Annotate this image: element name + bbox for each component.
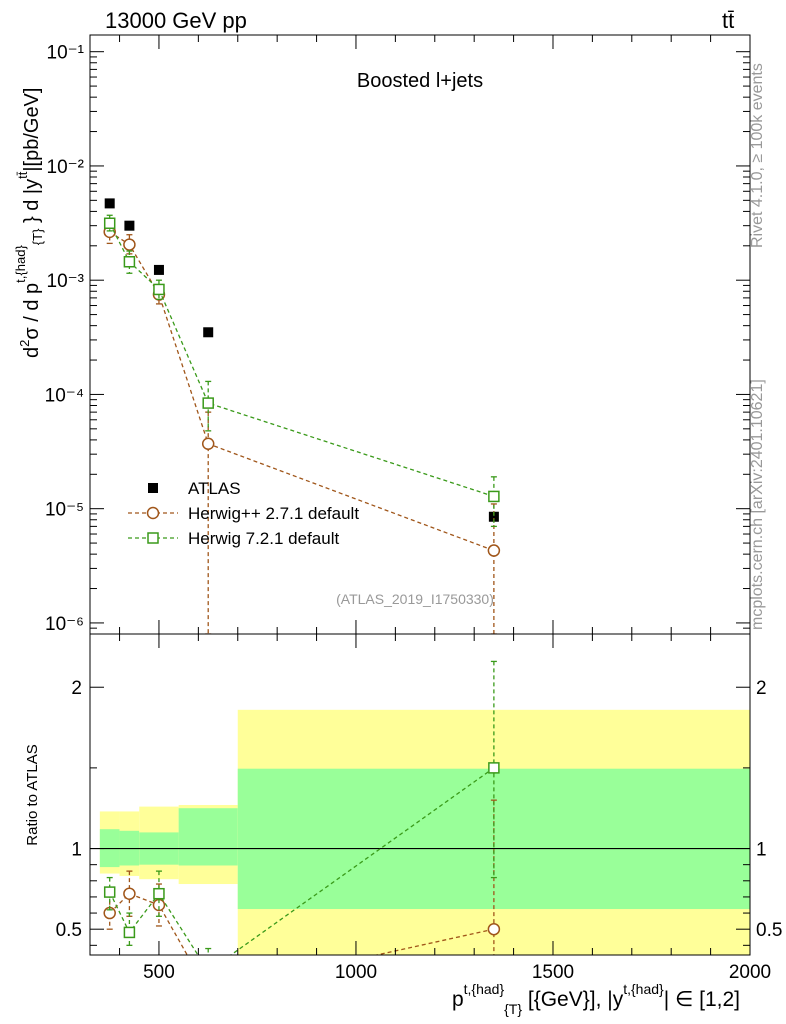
- main-series-2-point: [153, 283, 165, 296]
- ratio-series-1-point: [103, 886, 116, 898]
- main-series-1-point: [123, 238, 136, 251]
- legend-label: Herwig 7.2.1 default: [188, 529, 339, 548]
- ratio-panel: 0.5 0.5 1 1 2 2 500 1000 1500 2000 Ratio to ATLAS…: [24, 633, 782, 1017]
- legend-marker: [147, 532, 159, 544]
- main-series-2-point: [488, 490, 500, 503]
- ratio-frame: [89, 633, 751, 956]
- x-tick-label: 2000: [729, 962, 771, 983]
- ratio-y-tick-label-left: 0.5: [56, 920, 82, 941]
- svg-text:pt,{had}{T} [{GeV}], |yt,{had}: pt,{had}{T} [{GeV}], |yt,{had}| ∈ [1,2]: [452, 981, 740, 1017]
- analysis-label: (ATLAS_2019_I1750330): [336, 591, 494, 607]
- x-axis-title: pt,{had}{T} [{GeV}], |yt,{had}| ∈ [1,2]: [452, 981, 740, 1017]
- ratio-series-1-point: [203, 966, 213, 976]
- main-panel: 10⁻⁶10⁻⁵10⁻⁴10⁻³10⁻²10⁻¹ Boosted l+jets …: [13, 34, 751, 635]
- main-series-0-point: [124, 220, 135, 231]
- ratio-y-tick-label-right: 0.5: [756, 920, 782, 941]
- x-tick-label: 1500: [532, 962, 574, 983]
- main-y-tick-label: 10⁻⁶: [45, 614, 84, 635]
- ratio-series-0-point: [203, 987, 214, 998]
- main-y-tick-label: 10⁻⁴: [45, 385, 84, 406]
- main-series-1-point: [201, 437, 215, 451]
- ratio-series-1-point: [488, 762, 500, 774]
- energy-label: 13000 GeV pp: [105, 8, 247, 33]
- ratio-y-tick-label-right: 2: [756, 678, 767, 699]
- rivet-label: Rivet 4.1.0, ≥ 100k events: [749, 63, 766, 248]
- x-tick-label: 500: [143, 962, 175, 983]
- ratio-series-1-point: [153, 887, 165, 900]
- ratio-series-0-point: [123, 887, 136, 900]
- main-series-1-point: [487, 544, 501, 557]
- main-y-tick-label: 10⁻³: [47, 271, 85, 292]
- ratio-y-axis-title: Ratio to ATLAS: [24, 744, 41, 845]
- main-y-tick-label: 10⁻⁵: [45, 500, 84, 521]
- main-series-2-point: [123, 256, 136, 268]
- main-series-2-point: [202, 397, 214, 409]
- ratio-y-tick-label-right: 1: [756, 840, 767, 861]
- main-y-axis-title: d2σ / d pt,{had}{T} } d |ytt̄|[pb/GeV]: [13, 88, 45, 358]
- ratio-y-tick-label-left: 1: [71, 840, 82, 861]
- main-series-2-point: [103, 217, 116, 230]
- main-series-2-line: [109, 222, 495, 498]
- process-label: tt̄: [722, 8, 734, 33]
- main-y-tick-label: 10⁻¹: [47, 43, 85, 64]
- legend-marker: [146, 506, 160, 520]
- main-series-0-point: [203, 327, 214, 338]
- legend: ATLAS Herwig++ 2.7.1 default Herwig 7.2.1 …: [128, 479, 359, 548]
- main-title: Boosted l+jets: [357, 70, 483, 92]
- legend-label: ATLAS: [188, 479, 241, 498]
- main-series-0-point: [104, 198, 115, 209]
- svg-text:d2σ / d pt,{had}{T} } d |ytt̄|: d2σ / d pt,{had}{T} } d |ytt̄|[pb/GeV]: [13, 88, 45, 358]
- legend-label: Herwig++ 2.7.1 default: [188, 504, 359, 523]
- ratio-series-1-point: [123, 926, 136, 939]
- x-tick-label: 1000: [335, 962, 377, 983]
- ratio-series-0-point: [487, 922, 501, 936]
- ratio-band-inner: [178, 808, 238, 866]
- legend-marker: [148, 483, 158, 493]
- main-series-0-point: [153, 264, 164, 275]
- ratio-y-tick-label-left: 2: [71, 678, 82, 699]
- main-series-1-line: [109, 231, 495, 552]
- main-series-0-point: [488, 511, 499, 522]
- main-y-tick-label: 10⁻²: [47, 157, 85, 178]
- mcplots-label: mcplots.cern.ch [arXiv:2401.10621]: [749, 379, 766, 630]
